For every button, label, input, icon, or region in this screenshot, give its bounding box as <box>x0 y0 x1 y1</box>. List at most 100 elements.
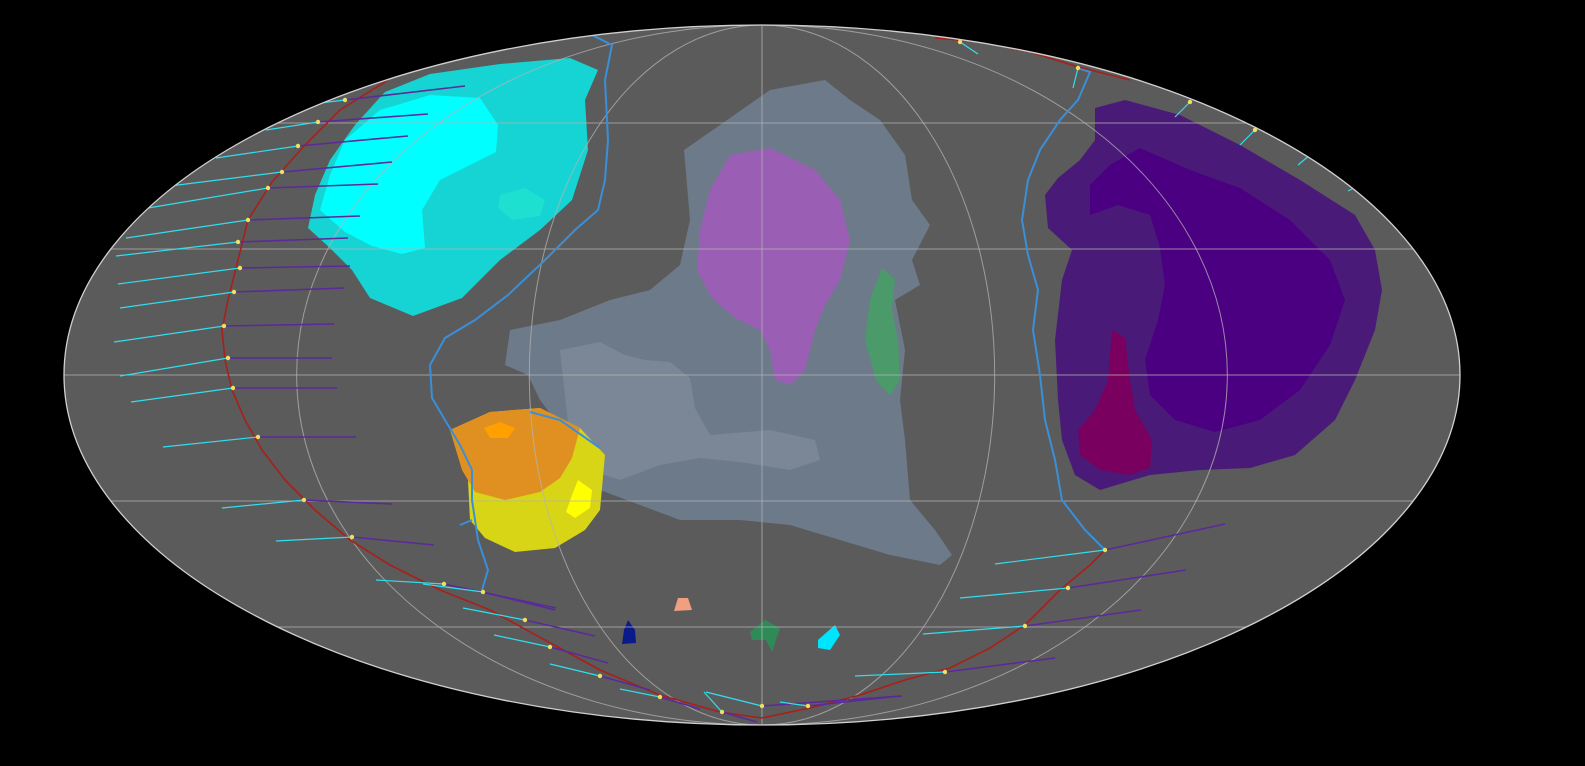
past-velocity-vector <box>130 387 234 403</box>
magenta-patch <box>1078 330 1152 475</box>
past-velocity-vector <box>215 145 299 159</box>
past-velocity-vector <box>922 625 1026 635</box>
velocity-anchor-point <box>547 644 553 650</box>
past-velocity-vector <box>119 291 235 309</box>
future-velocity-vector <box>807 695 901 707</box>
future-velocity-vector <box>944 657 1056 673</box>
velocity-anchor-point <box>957 39 963 45</box>
past-velocity-vector <box>779 701 809 707</box>
velocity-anchor-point <box>1187 99 1193 105</box>
future-velocity-vector <box>549 646 609 664</box>
future-velocity-vector <box>317 113 429 123</box>
past-velocity-vector <box>119 357 229 377</box>
future-velocity-vector <box>1104 523 1226 551</box>
future-velocity-vector <box>482 591 556 611</box>
past-velocity-vector <box>854 671 946 677</box>
future-velocity-vector <box>237 237 349 243</box>
velocity-anchor-point <box>295 143 301 149</box>
velocity-anchor-point <box>441 581 447 587</box>
past-velocity-vector <box>549 663 601 677</box>
past-velocity-vector <box>147 187 269 209</box>
past-velocity-vector <box>265 121 319 131</box>
salmon-fragment <box>674 598 692 611</box>
future-velocity-vector <box>524 619 596 637</box>
past-velocity-vector <box>169 171 283 187</box>
past-velocity-vector <box>375 579 445 585</box>
future-velocity-vector <box>223 323 335 327</box>
future-velocity-vector <box>344 85 466 101</box>
small-fragments <box>622 598 840 652</box>
velocity-anchor-point <box>255 434 261 440</box>
future-velocity-vector <box>233 287 345 293</box>
past-velocity-vector <box>275 536 353 542</box>
velocity-anchor-point <box>349 534 355 540</box>
past-velocity-vector <box>125 219 249 239</box>
future-velocity-vector <box>267 183 379 189</box>
ridges <box>428 33 1106 591</box>
ridge-gold-link <box>459 411 601 526</box>
globe-outline <box>63 24 1461 726</box>
velocity-anchor-point <box>342 97 348 103</box>
velocity-anchor-point <box>265 185 271 191</box>
velocity-anchor-point <box>759 703 765 709</box>
velocity-anchor-point <box>1075 65 1081 71</box>
future-velocity-vector <box>351 536 435 546</box>
past-velocity-vector <box>1072 67 1079 89</box>
cyan-fragment <box>818 625 840 650</box>
past-velocity-vector <box>422 583 484 593</box>
future-velocity-vector <box>721 711 758 723</box>
green-sliver <box>865 268 900 396</box>
velocity-anchor-point <box>225 355 231 361</box>
past-velocity-vector <box>959 41 979 55</box>
velocity-vectors <box>113 39 1363 723</box>
gold-plate <box>450 408 605 552</box>
velocity-anchor-point <box>245 217 251 223</box>
past-velocity-vector <box>493 634 551 648</box>
past-velocity-vector <box>994 549 1106 565</box>
past-velocity-vector <box>703 691 723 713</box>
past-velocity-vector <box>117 267 241 285</box>
past-velocity-vector <box>619 688 661 698</box>
velocity-anchor-point <box>1252 127 1258 133</box>
future-velocity-vector <box>303 499 393 505</box>
past-velocity-vector <box>221 499 305 509</box>
navy-fragment <box>622 620 636 644</box>
ridge-east <box>1020 67 1106 551</box>
future-velocity-vector <box>1024 609 1142 627</box>
velocity-anchor-point <box>235 239 241 245</box>
velocity-anchor-point <box>942 669 948 675</box>
velocity-anchor-point <box>315 119 321 125</box>
velocity-anchor-point <box>279 169 285 175</box>
past-velocity-vector <box>162 436 259 448</box>
past-velocity-vector <box>113 325 225 343</box>
past-velocity-vector <box>115 241 239 257</box>
velocity-anchor-point <box>1065 585 1071 591</box>
velocity-anchor-point <box>657 694 663 700</box>
future-velocity-vector <box>659 696 701 710</box>
velocity-anchor-point <box>719 709 725 715</box>
past-velocity-vector <box>959 587 1069 599</box>
velocity-anchor-point <box>805 703 811 709</box>
ridge-west <box>428 33 614 591</box>
sea-green-fragment <box>750 620 780 652</box>
future-velocity-vector <box>247 215 361 221</box>
velocity-anchor-point <box>1102 547 1108 553</box>
past-velocity-vector <box>705 691 763 707</box>
future-velocity-vector <box>1067 569 1187 589</box>
velocity-anchor-point <box>231 289 237 295</box>
orchid-plate <box>697 148 850 385</box>
past-velocity-vector <box>1239 129 1256 146</box>
future-velocity-vector <box>281 161 393 173</box>
velocity-anchor-point <box>522 617 528 623</box>
velocity-anchor-point <box>230 385 236 391</box>
future-velocity-vector <box>599 675 651 691</box>
velocity-anchor-point <box>1022 623 1028 629</box>
velocity-anchor-point <box>301 497 307 503</box>
past-velocity-vector <box>462 607 526 621</box>
velocity-anchor-point <box>221 323 227 329</box>
velocity-anchor-point <box>237 265 243 271</box>
future-velocity-vector <box>297 135 409 147</box>
past-velocity-vector <box>1174 101 1191 118</box>
velocity-anchor-point <box>480 589 486 595</box>
